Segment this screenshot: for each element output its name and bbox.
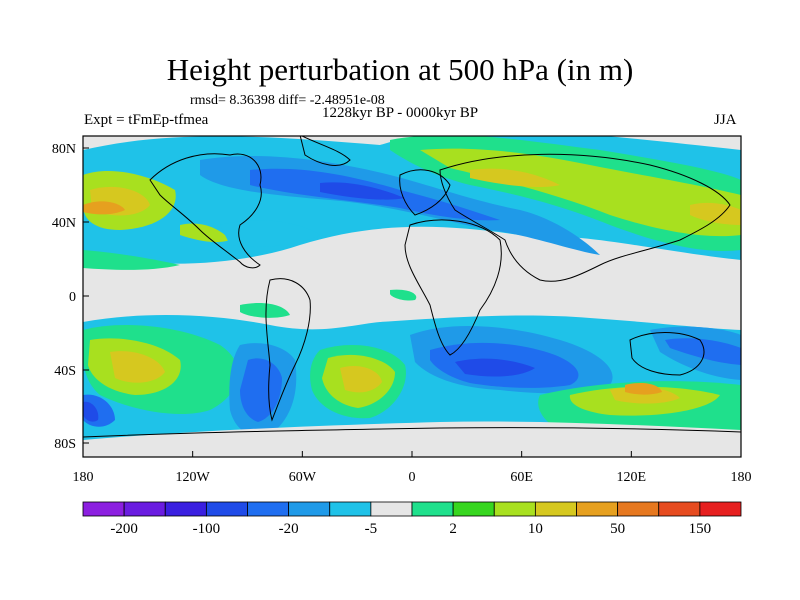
lat-tick-label: 40N: [52, 216, 76, 231]
season-label: JJA: [714, 112, 737, 128]
colorbar-labels: -200 -100 -20 -5 2 10 50 150: [110, 521, 711, 537]
experiment-label: Expt = tFmEp-tfmea: [84, 112, 209, 128]
colorbar-label: 10: [528, 521, 543, 537]
colorbar-label: -200: [110, 521, 138, 537]
map-title: Height perturbation at 500 hPa (in m): [166, 52, 634, 87]
lat-tick-label: 80N: [52, 142, 76, 157]
colorbar-swatch: [247, 501, 290, 517]
colorbar-label: -20: [279, 521, 299, 537]
stats-text: rmsd= 8.36398 diff= -2.48951e-08: [190, 93, 385, 108]
colorbar-swatch: [123, 501, 166, 517]
colorbar-swatch: [329, 501, 372, 517]
colorbar-swatch: [658, 501, 701, 517]
lon-tick-label: 60E: [510, 470, 533, 485]
latitude-axis: 80N 40N 0 40S 80S: [52, 142, 89, 452]
lat-tick-label: 40S: [54, 364, 76, 379]
colorbar-label: -100: [193, 521, 221, 537]
colorbar-swatch: [205, 501, 248, 517]
lat-tick-label: 0: [69, 290, 76, 305]
longitude-axis: 180 120W 60W 0 60E 120E 180: [73, 451, 752, 485]
colorbar-label: 150: [689, 521, 712, 537]
colorbar-swatch: [370, 501, 413, 517]
colorbar-swatch: [617, 501, 660, 517]
colorbar-swatch: [493, 501, 536, 517]
lon-tick-label: 0: [409, 470, 416, 485]
lon-tick-label: 120E: [617, 470, 647, 485]
colorbar-swatch: [534, 501, 577, 517]
lat-tick-label: 80S: [54, 437, 76, 452]
colorbar-label: 50: [610, 521, 625, 537]
contour-field: [83, 136, 741, 457]
colorbar-swatch: [164, 501, 207, 517]
colorbar-swatch: [699, 501, 742, 517]
lon-tick-label: 120W: [176, 470, 211, 485]
colorbar-label: 2: [449, 521, 457, 537]
colorbar-label: -5: [365, 521, 378, 537]
colorbar-swatch: [452, 501, 495, 517]
period-text: 1228kyr BP - 0000kyr BP: [322, 105, 479, 121]
colorbar-swatch: [288, 501, 331, 517]
colorbar-swatch: [82, 501, 125, 517]
lon-tick-label: 180: [731, 470, 752, 485]
colorbar-swatch: [576, 501, 619, 517]
colorbar-swatch: [411, 501, 454, 517]
colorbar: [82, 501, 742, 517]
lon-tick-label: 60W: [289, 470, 317, 485]
lon-tick-label: 180: [73, 470, 94, 485]
